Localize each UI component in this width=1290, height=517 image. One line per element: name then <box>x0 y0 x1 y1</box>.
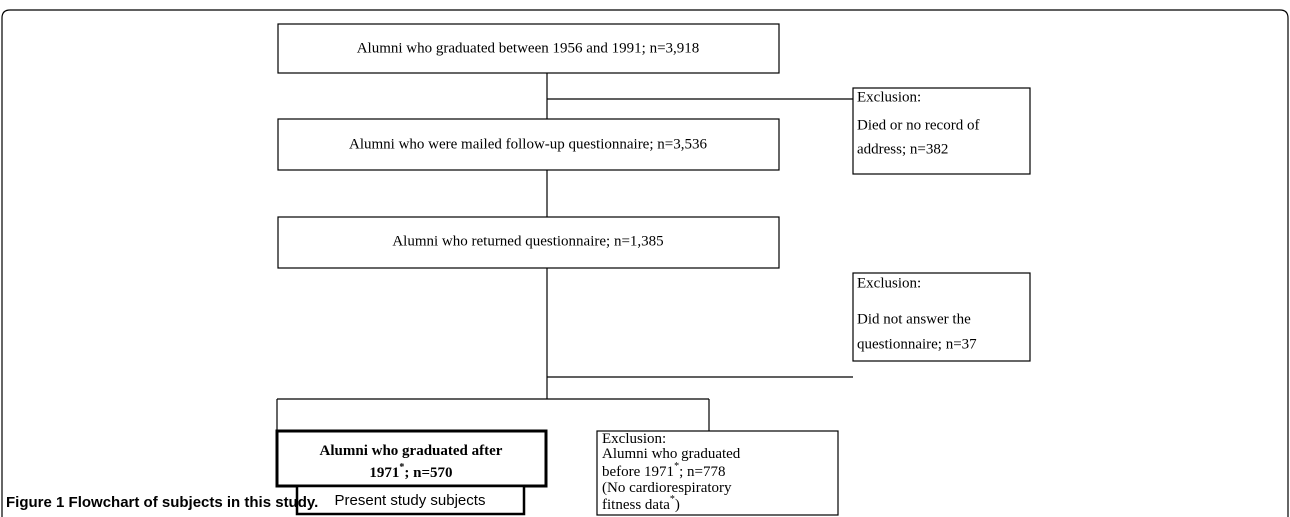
exclusion-box <box>852 87 1031 175</box>
node-label: Alumni who graduated <box>602 446 741 462</box>
superscript: * <box>399 462 404 473</box>
caption-text: Flowchart of subjects in this study. <box>69 494 319 511</box>
node-label: questionnaire; n=37 <box>857 336 977 352</box>
node-label: before 1971*; n=778 <box>602 461 725 480</box>
exclusion-box <box>596 430 839 516</box>
figure-frame <box>1 9 1289 517</box>
node-label: 1971*; n=570 <box>369 462 452 481</box>
text-part: Exclusion: <box>602 431 666 447</box>
node-label: Exclusion: <box>602 431 666 447</box>
node-label: address; n=382 <box>857 141 948 157</box>
node-label: Died or no record of <box>857 117 979 133</box>
node-box <box>277 118 780 171</box>
node-label: Alumni who graduated between 1956 and 19… <box>357 40 700 56</box>
node-label: Did not answer the <box>857 311 971 327</box>
caption-label: Figure 1 <box>6 494 64 511</box>
caption: Figure 1 Flowchart of subjects in this s… <box>6 494 318 511</box>
text-part: before 1971 <box>602 464 674 480</box>
superscript: * <box>670 494 675 505</box>
subjects-box <box>295 484 526 516</box>
text-part: 1971 <box>369 465 399 481</box>
text-part: fitness data <box>602 497 670 513</box>
connectors <box>276 73 853 431</box>
node-label: Present study subjects <box>335 492 486 509</box>
node-label: (No cardiorespiratory <box>602 480 732 496</box>
text-part: Alumni who graduated after <box>320 443 503 459</box>
node-label: Alumni who were mailed follow-up questio… <box>349 136 707 152</box>
superscript: * <box>674 461 679 472</box>
node-label: fitness data*) <box>602 494 680 513</box>
node-box <box>277 23 780 74</box>
node-label: Exclusion: <box>857 89 921 105</box>
text-part: ) <box>675 497 680 513</box>
node-box <box>277 216 780 269</box>
text-part: ; n=778 <box>679 464 725 480</box>
text-part: ; n=570 <box>404 465 452 481</box>
text-part: Alumni who graduated <box>602 446 741 462</box>
node-label: Alumni who graduated after <box>320 443 503 459</box>
node-label: Exclusion: <box>857 275 921 291</box>
text-part: (No cardiorespiratory <box>602 480 732 496</box>
node-label: Alumni who returned questionnaire; n=1,3… <box>392 233 663 249</box>
exclusion-box <box>852 272 1031 362</box>
